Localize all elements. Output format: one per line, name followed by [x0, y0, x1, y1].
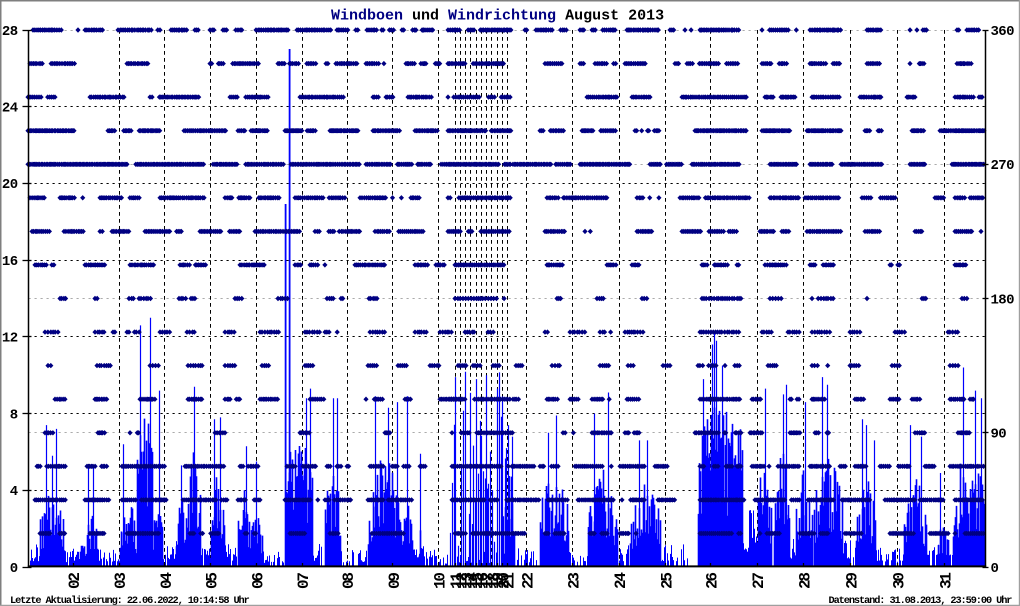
svg-text:06: 06: [249, 573, 267, 589]
svg-text:30: 30: [891, 573, 909, 589]
svg-text:Datenstand: 31.08.2013, 23:59:: Datenstand: 31.08.2013, 23:59:00 Uhr: [829, 595, 1013, 606]
svg-text:13: 13: [459, 573, 477, 589]
svg-text:11: 11: [448, 573, 466, 589]
svg-text:18: 18: [485, 573, 503, 589]
svg-text:360: 360: [991, 24, 1015, 40]
svg-text:05: 05: [204, 573, 222, 589]
svg-text:15: 15: [469, 573, 487, 589]
svg-text:27: 27: [750, 573, 768, 589]
svg-text:16: 16: [474, 573, 492, 589]
svg-text:0: 0: [991, 561, 999, 577]
svg-text:03: 03: [112, 573, 130, 589]
svg-text:12: 12: [453, 573, 471, 589]
svg-text:31: 31: [938, 573, 956, 589]
svg-text:24: 24: [612, 572, 630, 589]
svg-text:Letzte Aktualisierung: 22.06.2: Letzte Aktualisierung: 22.06.2022, 10:14…: [10, 595, 250, 606]
svg-text:180: 180: [991, 292, 1015, 308]
svg-text:21: 21: [501, 573, 519, 589]
svg-text:08: 08: [340, 573, 358, 589]
svg-text:25: 25: [659, 573, 677, 589]
svg-text:20: 20: [495, 573, 513, 589]
svg-text:04: 04: [158, 572, 176, 589]
svg-text:270: 270: [991, 158, 1015, 174]
svg-text:23: 23: [566, 573, 584, 589]
svg-text:29: 29: [844, 573, 862, 589]
svg-text:26: 26: [704, 573, 722, 589]
svg-text:16: 16: [2, 254, 18, 270]
svg-text:19: 19: [490, 573, 508, 589]
svg-text:07: 07: [295, 573, 313, 589]
svg-text:20: 20: [2, 177, 18, 193]
svg-text:28: 28: [2, 24, 18, 40]
svg-text:90: 90: [991, 427, 1007, 443]
svg-text:4: 4: [10, 484, 18, 500]
svg-text:Windboen und Windrichtung Augu: Windboen und Windrichtung August 2013: [331, 8, 664, 25]
svg-text:17: 17: [480, 573, 498, 589]
svg-text:09: 09: [386, 573, 404, 589]
svg-text:24: 24: [2, 101, 18, 117]
svg-text:22: 22: [520, 573, 538, 589]
svg-text:14: 14: [464, 572, 482, 589]
svg-text:10: 10: [432, 573, 450, 589]
svg-text:12: 12: [2, 331, 18, 347]
svg-text:02: 02: [66, 573, 84, 589]
svg-text:28: 28: [797, 573, 815, 589]
svg-text:0: 0: [10, 561, 18, 577]
svg-text:8: 8: [10, 407, 18, 423]
